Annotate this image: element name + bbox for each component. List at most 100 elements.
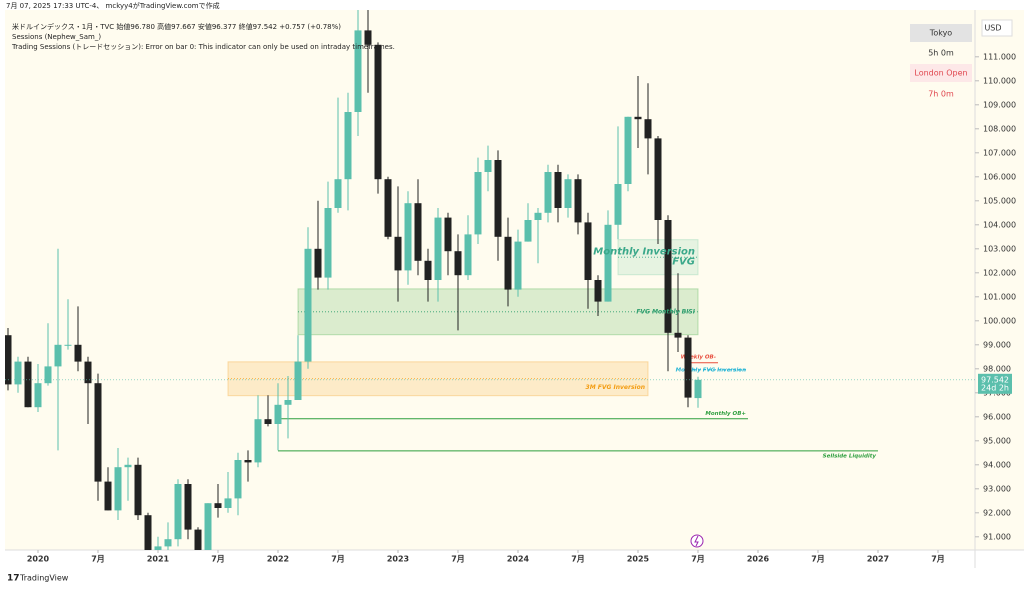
y-tick-label: 93.000: [983, 484, 1011, 493]
logo-mark: 17: [7, 574, 20, 584]
candle-body: [584, 222, 592, 280]
candle-body: [64, 344, 72, 346]
candle-body: [404, 203, 412, 271]
session-box: [910, 64, 972, 82]
countdown: 24d 2h: [981, 383, 1009, 392]
candle-body: [114, 467, 122, 511]
candle-body: [444, 217, 452, 252]
event-icon[interactable]: [690, 534, 704, 548]
y-tick-label: 105.000: [983, 196, 1016, 205]
y-tick-label: 99.000: [983, 340, 1011, 349]
y-tick-label: 98.000: [983, 364, 1011, 373]
candle-body: [104, 481, 112, 511]
x-tick-label: 2026: [747, 555, 770, 564]
candle-body: [374, 44, 382, 180]
level-label: Monthly FVG Inversion: [676, 367, 746, 373]
y-tick-label: 91.000: [983, 532, 1011, 541]
x-tick-label: 7月: [691, 555, 705, 564]
candle-body: [84, 361, 92, 384]
candle-body: [204, 503, 212, 550]
candle-body: [634, 116, 642, 120]
candle-body: [554, 172, 562, 208]
candle-body: [284, 400, 292, 405]
x-tick-label: 2024: [507, 555, 530, 564]
candle-body: [674, 332, 682, 338]
candle-body: [224, 498, 232, 508]
x-tick-label: 7月: [811, 555, 825, 564]
y-tick-label: 111.000: [983, 52, 1016, 61]
y-tick-label: 107.000: [983, 148, 1016, 157]
x-tick-label: 7月: [451, 555, 465, 564]
event-icon-bolt: [694, 535, 699, 547]
plot: Weekly OB- Monthly FVG Inversion Monthly O…: [5, 10, 975, 550]
x-tick-label: 7月: [931, 555, 945, 564]
x-tick-label: 2021: [147, 555, 170, 564]
candle-body: [664, 220, 672, 333]
y-tick-label: 92.000: [983, 508, 1011, 517]
zone-label: FVG: [672, 257, 695, 268]
candle-body: [434, 217, 442, 280]
y-tick-label: 100.000: [983, 316, 1016, 325]
candle-body: [544, 172, 552, 213]
candle-body: [54, 344, 62, 367]
candle-body: [234, 460, 242, 499]
candle-body: [354, 30, 362, 112]
candle-body: [454, 251, 462, 276]
candle-body: [144, 515, 152, 550]
candle-body: [504, 236, 512, 290]
candle-body: [654, 138, 662, 220]
y-tick-label: 94.000: [983, 460, 1011, 469]
candle-body: [254, 419, 262, 463]
candle-body: [684, 337, 692, 398]
x-tick-label: 2027: [867, 555, 889, 564]
y-tick-label: 110.000: [983, 76, 1016, 85]
y-tick-label: 106.000: [983, 172, 1016, 181]
y-tick-label: 95.000: [983, 436, 1011, 445]
candle-body: [194, 529, 202, 550]
footer-brand: TradingView: [19, 574, 69, 583]
indicator: Sessions (Nephew_Sam_): [12, 33, 101, 41]
candle-body: [124, 464, 132, 468]
plot-background: [5, 10, 975, 550]
candle-body: [24, 361, 32, 408]
zone-label: Monthly Inversion: [593, 247, 695, 258]
candle-body: [524, 220, 532, 242]
y-tick-label: 96.000: [983, 412, 1011, 421]
y-tick-label: 103.000: [983, 244, 1016, 253]
candle-body: [384, 179, 392, 237]
candle-body: [74, 344, 82, 362]
x-tick-label: 7月: [571, 555, 585, 564]
level-label: Sellside Liquidity: [823, 453, 877, 459]
candle-body: [314, 248, 322, 278]
price-axis-background: [975, 10, 1024, 550]
y-tick-label: 104.000: [983, 220, 1016, 229]
y-tick-label: 102.000: [983, 268, 1016, 277]
candle-body: [514, 241, 522, 290]
candle-body: [394, 236, 402, 271]
x-tick-label: 2023: [387, 555, 409, 564]
candle-body: [474, 172, 482, 235]
level-label: Weekly OB-: [681, 354, 716, 360]
candle-body: [574, 179, 582, 223]
candle-body: [134, 464, 142, 516]
candle-body: [334, 179, 342, 208]
x-tick-label: 7月: [331, 555, 345, 564]
session-time: 5h 0m: [928, 49, 954, 58]
candle-body: [294, 361, 302, 400]
y-tick-label: 108.000: [983, 124, 1016, 133]
created-note: 7月 07, 2025 17:33 UTC-4、 mckyy4がTradingV…: [6, 1, 220, 10]
session-name: London Open: [914, 69, 967, 78]
symbol-line: 米ドルインデックス・1月・TVC 始値96.780 高値97.667 安値96.…: [12, 22, 341, 31]
y-tick-label: 109.000: [983, 100, 1016, 109]
candle-body: [94, 383, 102, 482]
candle-body: [644, 119, 652, 139]
candle-body: [184, 484, 192, 530]
currency-box[interactable]: [981, 19, 1013, 37]
candle-body: [564, 179, 572, 208]
x-tick-label: 7月: [211, 555, 225, 564]
candle-body: [154, 546, 162, 550]
candle-body: [14, 361, 22, 385]
candle-body: [244, 460, 252, 463]
x-tick-label: 7月: [91, 555, 105, 564]
